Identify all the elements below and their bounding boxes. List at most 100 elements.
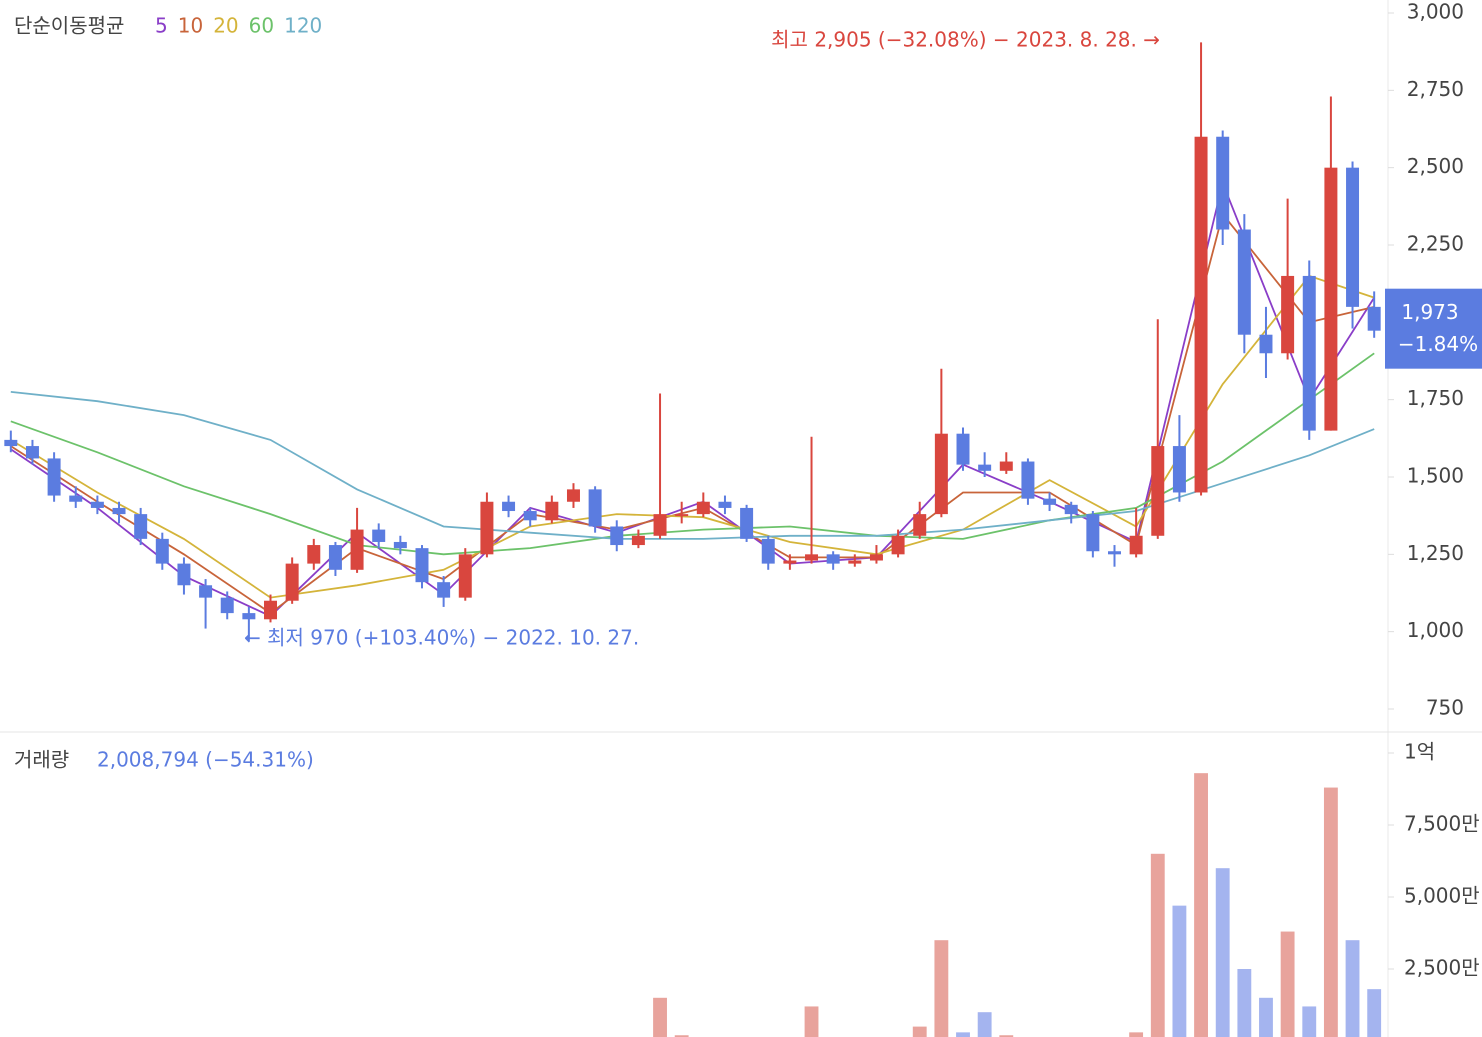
y-tick-label: 1,000 [1407, 618, 1464, 642]
candle-body [1259, 334, 1273, 354]
volume-summary: 2,008,794 (−54.31%) [97, 748, 314, 772]
candle-body [458, 554, 472, 598]
candle-body [783, 560, 797, 564]
candle-body [1021, 461, 1035, 499]
volume-bar [977, 1012, 992, 1037]
candle-body [1367, 306, 1381, 331]
candle-body [285, 563, 299, 601]
volume-tick-label: 5,000만 [1404, 884, 1480, 908]
low-annotation: ← 최저 970 (+103.40%) − 2022. 10. 27. [244, 626, 639, 650]
volume-title: 거래량 [14, 748, 69, 772]
candle-body [675, 514, 689, 517]
y-tick-label: 2,250 [1407, 232, 1464, 256]
candle-body [631, 535, 645, 546]
volume-bar [674, 1035, 689, 1037]
candle-body [69, 495, 83, 502]
candle-body [761, 538, 775, 564]
price-badge-change: −1.84% [1398, 332, 1478, 356]
candle-body [999, 461, 1013, 471]
y-tick-label: 3,000 [1407, 0, 1464, 24]
candle-body [1151, 446, 1165, 536]
y-tick-label: 2,500 [1407, 154, 1464, 178]
candle-body [134, 514, 148, 539]
volume-bar [1345, 940, 1360, 1037]
candle-body [177, 563, 191, 586]
candle-body [47, 458, 61, 496]
volume-bar [934, 940, 949, 1037]
high-annotation: 최고 2,905 (−32.08%) − 2023. 8. 28. → [771, 28, 1160, 52]
volume-tick-label: 7,500만 [1404, 812, 1480, 836]
candle-body [805, 554, 819, 561]
moving-average [10, 212, 1375, 615]
candle-body [1086, 514, 1100, 552]
ma-legend: 20 [213, 14, 238, 38]
candle-body [610, 526, 624, 546]
volume-bar [804, 1006, 819, 1037]
candle-body [826, 554, 840, 564]
volume-bar [956, 1032, 970, 1037]
volume-bar [1215, 868, 1230, 1037]
ma-legend: 5 [155, 14, 168, 38]
candle-body [1281, 275, 1295, 354]
volume-bar [1259, 997, 1273, 1037]
candle-body [934, 433, 948, 515]
ma-title: 단순이동평균 [14, 14, 124, 38]
candle-body [740, 507, 754, 539]
candle-body [350, 529, 364, 570]
candle-body [1302, 275, 1316, 431]
y-tick-label: 750 [1426, 696, 1464, 720]
volume-bar [912, 1026, 927, 1037]
candle-body [199, 585, 213, 598]
moving-average [10, 274, 1375, 599]
candle-body [566, 489, 580, 502]
ma-legend: 60 [249, 14, 274, 38]
candle-body [112, 507, 126, 515]
ma-legend: 10 [178, 14, 203, 38]
candle-body [1043, 498, 1057, 505]
candle-body [956, 433, 970, 465]
candle-body [696, 501, 710, 515]
candle-body [4, 439, 18, 447]
candle-body [588, 489, 602, 527]
candle-body [1064, 504, 1078, 515]
volume-bar [1194, 773, 1208, 1037]
candle-body [718, 501, 732, 508]
moving-average [10, 391, 1375, 540]
candle-body [1216, 136, 1230, 230]
candle-body [978, 464, 992, 471]
candle-body [393, 541, 407, 549]
volume-bar [999, 1035, 1014, 1037]
price-badge [1385, 288, 1482, 369]
candle-body [545, 501, 559, 521]
candle-body [653, 514, 667, 536]
moving-average [10, 180, 1375, 618]
volume-bar [1150, 853, 1165, 1037]
candle-body [891, 535, 905, 555]
volume-bar [1323, 787, 1338, 1037]
volume-bar [1172, 905, 1187, 1037]
candle-body [264, 600, 277, 620]
candle-body [502, 501, 516, 512]
candle-body [1129, 535, 1143, 555]
candle-body [913, 514, 927, 536]
candle-body [1237, 229, 1251, 335]
candle-body [372, 529, 386, 542]
volume-bar [1129, 1032, 1144, 1037]
candle-body [480, 501, 494, 555]
candle-body [1346, 167, 1360, 307]
candle-body [1172, 446, 1186, 493]
candle-body [523, 511, 537, 521]
candle-body [155, 538, 169, 564]
y-tick-label: 1,250 [1407, 541, 1464, 565]
candle-body [848, 560, 862, 564]
y-tick-label: 1,500 [1407, 464, 1464, 488]
y-tick-label: 2,750 [1407, 77, 1464, 101]
candle-body [415, 548, 429, 583]
y-tick-label: 1,750 [1407, 386, 1464, 410]
candle-body [869, 554, 883, 561]
candle-body [1194, 136, 1208, 493]
candle-body [307, 545, 321, 564]
price-badge-label: 1,973 [1401, 300, 1458, 324]
